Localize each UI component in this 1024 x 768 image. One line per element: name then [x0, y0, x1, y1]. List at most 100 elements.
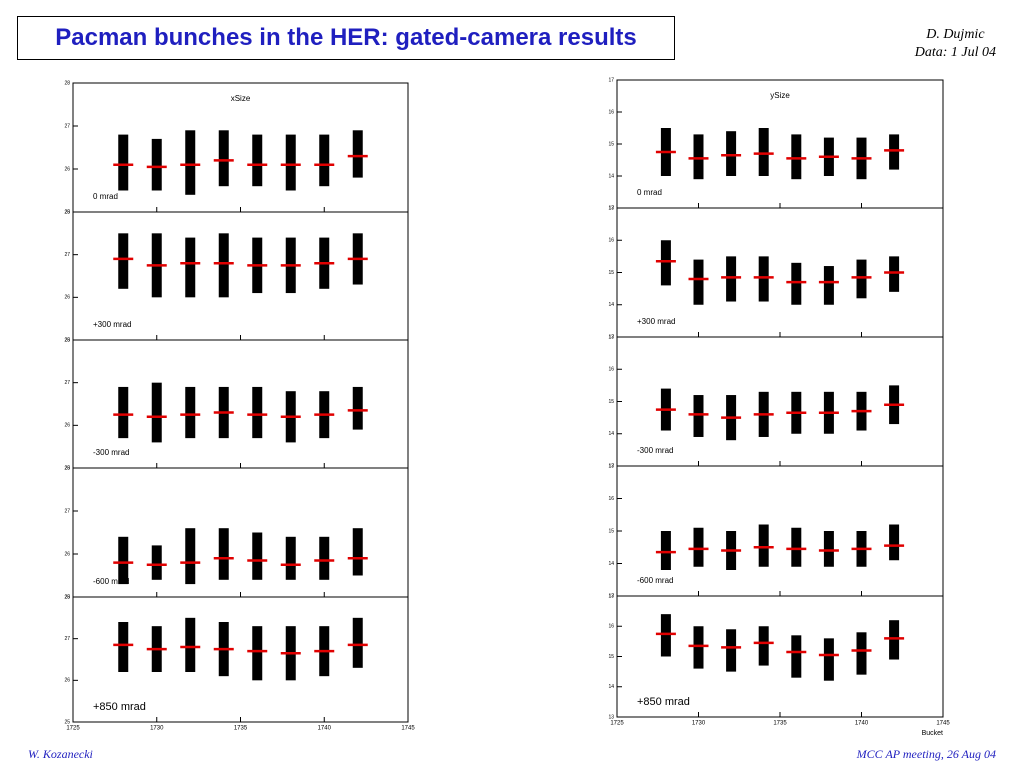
- x-tick-label: 1740: [855, 721, 869, 727]
- y-tick-label: 27: [64, 252, 70, 258]
- spread: [889, 620, 900, 660]
- x-tick-label: 1725: [66, 726, 80, 732]
- y-tick-label: 16: [608, 624, 614, 630]
- spread: [252, 134, 263, 187]
- y-tick-label: 17: [608, 593, 614, 599]
- x-tick-label: 1745: [401, 726, 415, 732]
- spread: [693, 527, 704, 567]
- spread: [693, 395, 704, 437]
- panel-label: 0 mrad: [93, 192, 118, 201]
- y-tick-label: 17: [608, 334, 614, 340]
- y-tick-label: 27: [64, 636, 70, 642]
- spread: [252, 626, 263, 681]
- footer-left: W. Kozanecki: [28, 747, 93, 761]
- x-tick-label: 1735: [234, 726, 248, 732]
- y-tick-label: 25: [64, 209, 70, 215]
- spread: [791, 262, 802, 305]
- y-tick-label: 28: [64, 80, 70, 86]
- spread: [693, 259, 704, 305]
- panel-label: +300 mrad: [637, 317, 675, 326]
- y-tick-label: 26: [64, 551, 70, 557]
- spread: [726, 256, 737, 302]
- spread: [118, 134, 129, 191]
- spread: [660, 614, 671, 657]
- y-tick-label: 16: [608, 367, 614, 373]
- y-tick-label: 13: [608, 593, 614, 599]
- y-tick-label: 25: [64, 465, 70, 471]
- spread: [118, 386, 129, 439]
- date: Data: 1 Jul 04: [914, 45, 996, 60]
- spread: [660, 240, 671, 286]
- spread: [758, 128, 769, 176]
- spread: [660, 531, 671, 570]
- y-tick-label: 15: [608, 399, 614, 405]
- y-tick-label: 26: [64, 166, 70, 172]
- spread: [285, 134, 296, 191]
- spread: [151, 382, 162, 443]
- y-tick-label: 15: [608, 528, 614, 534]
- spread: [185, 528, 196, 585]
- y-tick-label: 13: [608, 714, 614, 720]
- x-axis-label: Bucket: [922, 730, 943, 737]
- x-tick-label: 1730: [692, 721, 706, 727]
- y-tick-label: 13: [608, 205, 614, 211]
- spread: [252, 386, 263, 439]
- panel-label: -300 mrad: [637, 446, 673, 455]
- y-tick-label: 14: [608, 684, 614, 690]
- y-tick-label: 14: [608, 431, 614, 437]
- y-tick-label: 26: [64, 678, 70, 684]
- y-tick-label: 15: [608, 270, 614, 276]
- spread: [758, 524, 769, 567]
- spread: [185, 386, 196, 439]
- panel-label: +850 mrad: [637, 696, 690, 708]
- y-tick-label: 17: [608, 77, 614, 83]
- spread: [218, 528, 229, 580]
- y-tick-label: 16: [608, 496, 614, 502]
- panel-label: +850 mrad: [93, 701, 146, 713]
- spread: [758, 256, 769, 302]
- spread: [889, 524, 900, 561]
- spread: [185, 617, 196, 672]
- spread: [118, 536, 129, 585]
- panel-label: 0 mrad: [637, 188, 662, 197]
- spread: [726, 629, 737, 672]
- y-tick-label: 16: [608, 238, 614, 244]
- spread: [118, 233, 129, 289]
- y-tick-label: 28: [64, 594, 70, 600]
- y-tick-label: 17: [608, 205, 614, 211]
- x-tick-label: 1740: [318, 726, 332, 732]
- slide-meta: D. Dujmic Data: 1 Jul 04: [915, 26, 996, 62]
- spread: [352, 528, 363, 576]
- panel-label: +300 mrad: [93, 320, 131, 329]
- spread: [823, 638, 834, 681]
- footer-right: MCC AP meeting, 26 Aug 04: [856, 747, 996, 761]
- spread: [726, 131, 737, 176]
- spread: [856, 632, 867, 675]
- spread: [319, 536, 330, 580]
- spread: [218, 130, 229, 187]
- panel-label: -600 mrad: [93, 577, 129, 586]
- spread: [889, 256, 900, 292]
- y-tick-label: 25: [64, 719, 70, 725]
- x-tick-label: 1730: [150, 726, 164, 732]
- y-tick-label: 16: [608, 109, 614, 115]
- spread: [823, 531, 834, 567]
- x-tick-label: 1745: [936, 721, 950, 727]
- y-tick-label: 17: [608, 463, 614, 469]
- chart-title: ySize: [770, 91, 790, 100]
- y-tick-label: 26: [64, 295, 70, 301]
- y-tick-label: 28: [64, 209, 70, 215]
- spread: [352, 130, 363, 178]
- spread: [285, 536, 296, 580]
- y-tick-label: 27: [64, 508, 70, 514]
- chart-title: xSize: [231, 94, 251, 103]
- y-tick-label: 15: [608, 141, 614, 147]
- spread: [151, 545, 162, 580]
- spread: [856, 259, 867, 299]
- spread: [791, 527, 802, 567]
- y-tick-label: 27: [64, 380, 70, 386]
- spread: [693, 134, 704, 180]
- author: D. Dujmic: [926, 27, 985, 42]
- spread: [218, 233, 229, 298]
